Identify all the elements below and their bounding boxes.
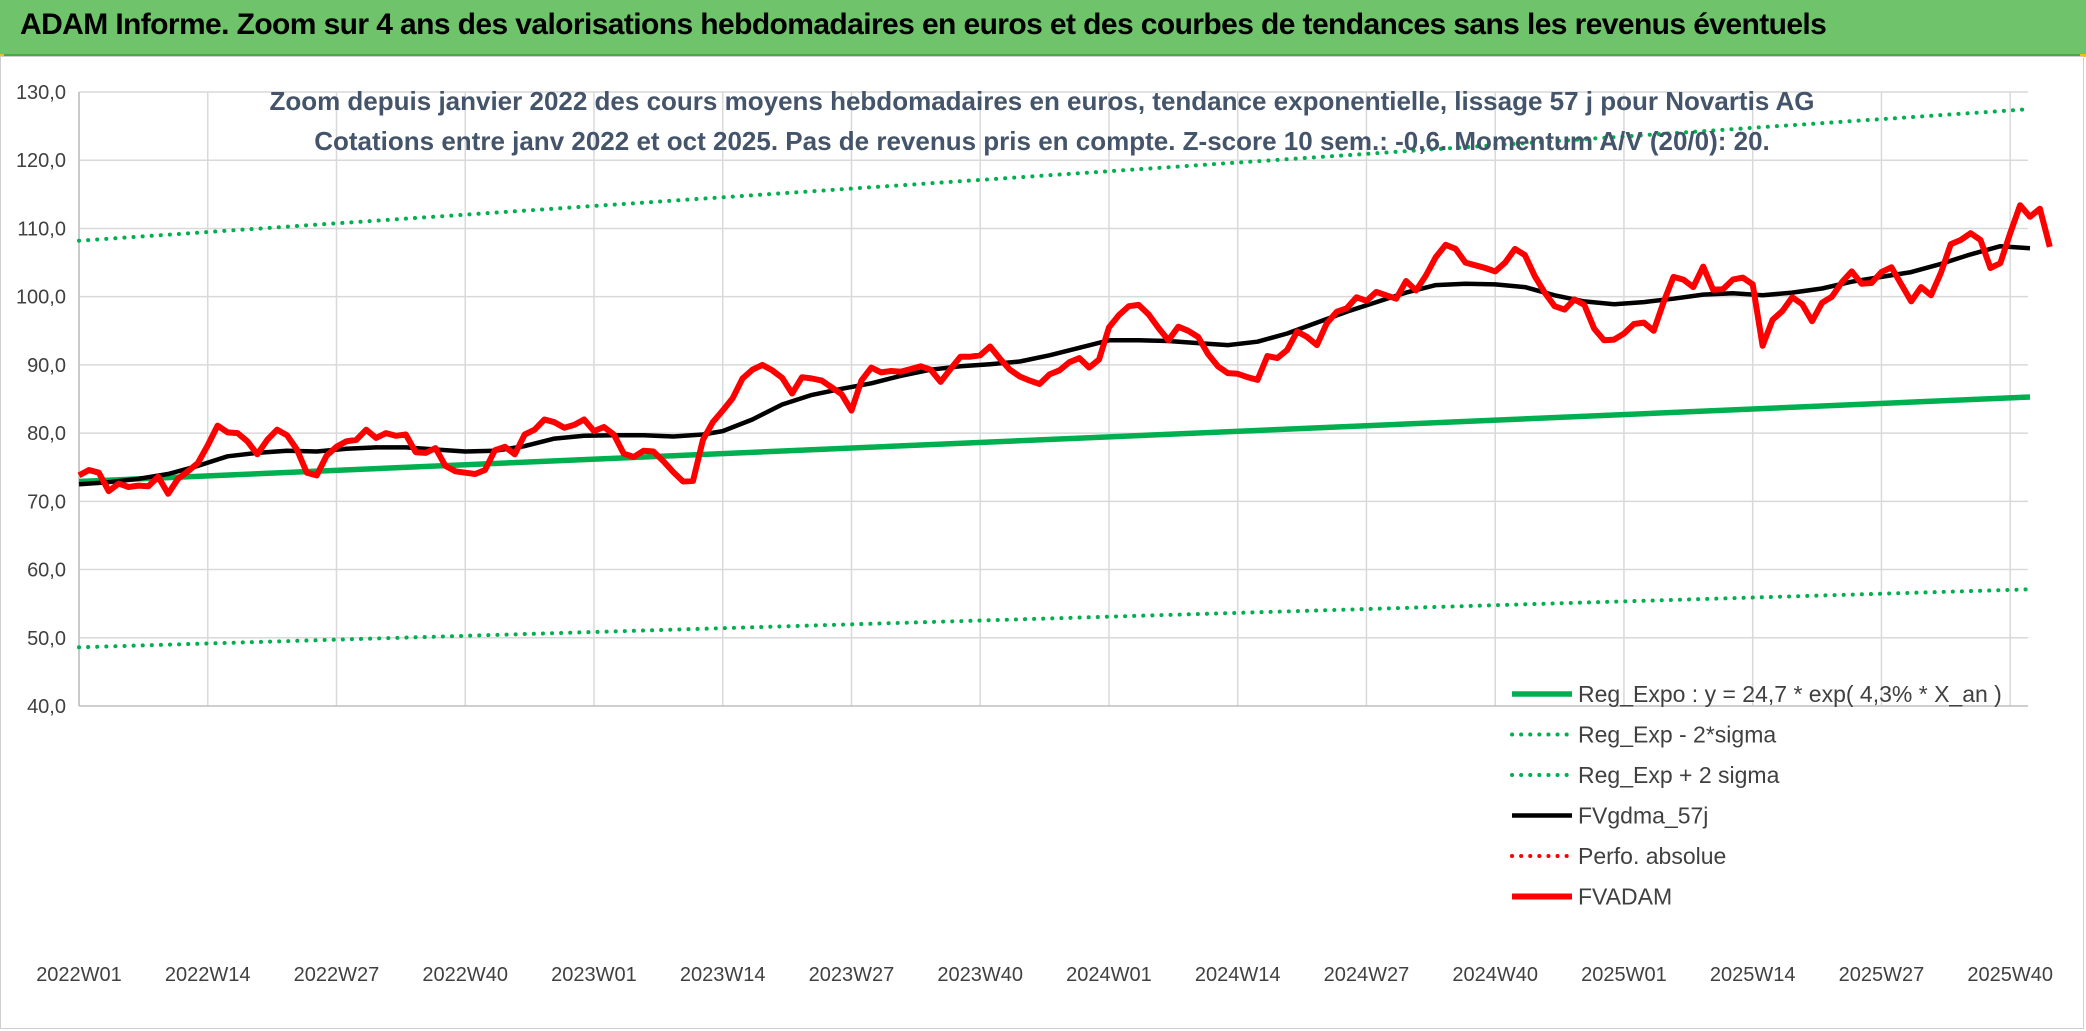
legend-label: Reg_Exp + 2 sigma	[1578, 762, 1780, 788]
corner-accent-right	[2080, 54, 2086, 57]
x-tick-label: 2023W01	[551, 964, 637, 986]
x-tick-label: 2024W40	[1452, 964, 1538, 986]
legend-label: Reg_Exp - 2*sigma	[1578, 722, 1776, 748]
x-tick-label: 2023W40	[937, 964, 1023, 986]
legend-label: FVADAM	[1578, 884, 1672, 910]
x-tick-label: 2022W40	[422, 964, 508, 986]
series-line-fvgdma-57j	[78, 243, 2031, 487]
series-line-fvadam	[77, 202, 2053, 497]
y-tick-label: 100,0	[16, 287, 66, 309]
report-banner: ADAM Informe. Zoom sur 4 ans des valoris…	[0, 0, 2086, 56]
y-tick-label: 70,0	[27, 491, 66, 513]
y-tick-label: 120,0	[16, 150, 66, 172]
x-tick-label: 2022W27	[294, 964, 380, 986]
x-tick-label: 2023W14	[680, 964, 766, 986]
series-lines	[77, 107, 2053, 650]
x-tick-label: 2025W27	[1839, 964, 1925, 986]
series-line-reg-expo-y-24-7-exp-4-3-x-an	[78, 394, 2031, 485]
banner-title: ADAM Informe. Zoom sur 4 ans des valoris…	[20, 8, 1827, 41]
x-tick-label: 2022W14	[165, 964, 251, 986]
legend-label: Perfo. absolue	[1578, 843, 1726, 869]
y-tick-label: 80,0	[27, 423, 66, 445]
legend-label: Reg_Expo : y = 24,7 * exp( 4,3% * X_an )	[1578, 681, 2002, 707]
chart-title: Zoom depuis janvier 2022 des cours moyen…	[269, 86, 1814, 116]
y-tick-label: 110,0	[17, 218, 66, 240]
x-tick-label: 2023W27	[809, 964, 895, 986]
y-tick-label: 60,0	[27, 560, 66, 582]
x-tick-label: 2025W01	[1581, 964, 1667, 986]
corner-accent-left	[0, 54, 4, 57]
x-tick-label: 2025W14	[1710, 964, 1796, 986]
y-tick-label: 50,0	[27, 628, 66, 650]
y-tick-label: 40,0	[27, 696, 66, 718]
x-tick-label: 2025W40	[1967, 964, 2053, 986]
chart-subtitle: Cotations entre janv 2022 et oct 2025. P…	[314, 126, 1770, 156]
series-line-reg-exp-2-sigma	[77, 587, 2032, 650]
x-tick-label: 2024W14	[1195, 964, 1281, 986]
x-tick-label: 2022W01	[36, 964, 122, 986]
legend: Reg_Expo : y = 24,7 * exp( 4,3% * X_an )…	[1510, 681, 2002, 910]
legend-label: FVgdma_57j	[1578, 803, 1708, 829]
chart-frame	[0, 56, 2084, 1029]
x-tick-label: 2024W01	[1066, 964, 1152, 986]
y-tick-label: 130,0	[16, 82, 66, 104]
x-tick-label: 2024W27	[1324, 964, 1410, 986]
y-tick-label: 90,0	[27, 355, 66, 377]
series-line-reg-exp-2-sigma	[77, 107, 2032, 243]
axes: 40,0 50,0 60,0 70,0 80,0 90,0 100,0 110,0 120,0 1…	[16, 82, 2053, 986]
grid-lines	[78, 91, 2028, 706]
